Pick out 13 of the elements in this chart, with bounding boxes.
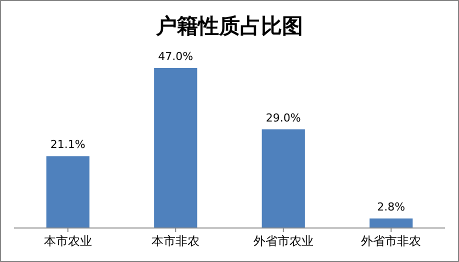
x-tick-label: 外省市非农 <box>361 234 422 248</box>
x-tick-label: 外省市农业 <box>253 234 314 248</box>
data-label: 29.0% <box>266 111 301 124</box>
data-label: 47.0% <box>158 50 194 63</box>
x-tick-label: 本市非农 <box>152 234 200 248</box>
data-label: 21.1% <box>50 138 86 152</box>
x-tick-label: 本市农业 <box>44 234 92 248</box>
bar <box>262 129 305 228</box>
chart-title: 户籍性质占比图 <box>155 14 303 38</box>
data-label: 2.8% <box>377 200 406 214</box>
bar <box>370 218 413 228</box>
bar <box>154 68 198 228</box>
bar <box>46 156 90 228</box>
